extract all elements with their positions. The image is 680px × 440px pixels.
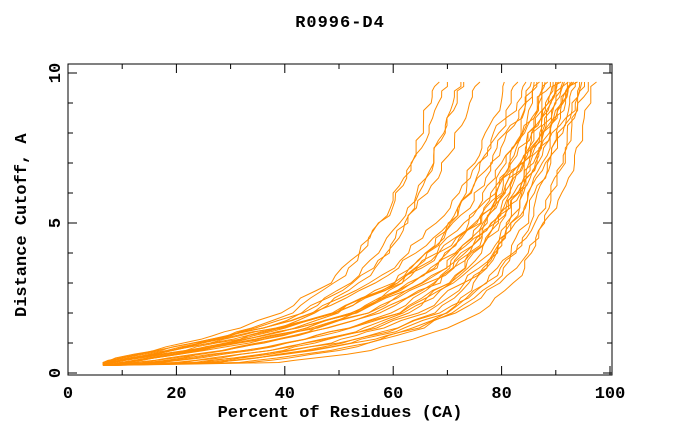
prediction-curve: [103, 81, 559, 366]
prediction-curve: [103, 81, 583, 366]
chart-title: R0996-D4: [295, 14, 385, 33]
prediction-curve: [102, 82, 465, 366]
prediction-curve: [103, 81, 519, 366]
prediction-curve: [103, 82, 558, 366]
x-tick-label: 80: [491, 385, 511, 404]
prediction-curve: [103, 81, 569, 366]
x-tick-label: 100: [595, 385, 626, 404]
x-tick-label: 60: [383, 385, 403, 404]
x-axis-title: Percent of Residues (CA): [217, 404, 463, 423]
prediction-curve: [102, 81, 575, 366]
prediction-curve: [103, 82, 568, 366]
prediction-curve: [102, 81, 562, 366]
prediction-curve: [102, 81, 535, 366]
prediction-curve: [103, 81, 573, 366]
y-axis-title: Distance Cutoff, A: [13, 133, 32, 317]
prediction-curve: [103, 82, 589, 366]
y-tick-label: 10: [47, 63, 66, 83]
y-tick-label: 5: [47, 218, 66, 228]
axis-box: [67, 63, 613, 376]
prediction-curve: [103, 81, 532, 366]
prediction-curve: [103, 81, 564, 366]
x-tick-label: 0: [63, 385, 73, 404]
prediction-curve: [102, 82, 448, 366]
x-tick-label: 40: [275, 385, 295, 404]
prediction-curve: [103, 81, 505, 366]
y-tick-label: 0: [47, 368, 66, 378]
prediction-curve: [102, 81, 540, 366]
prediction-curve: [103, 81, 597, 366]
prediction-curve: [103, 82, 581, 366]
prediction-curve: [103, 82, 576, 366]
prediction-curve: [103, 81, 565, 366]
x-tick-label: 20: [166, 385, 186, 404]
prediction-curve: [102, 82, 585, 366]
prediction-curves: [102, 81, 597, 366]
